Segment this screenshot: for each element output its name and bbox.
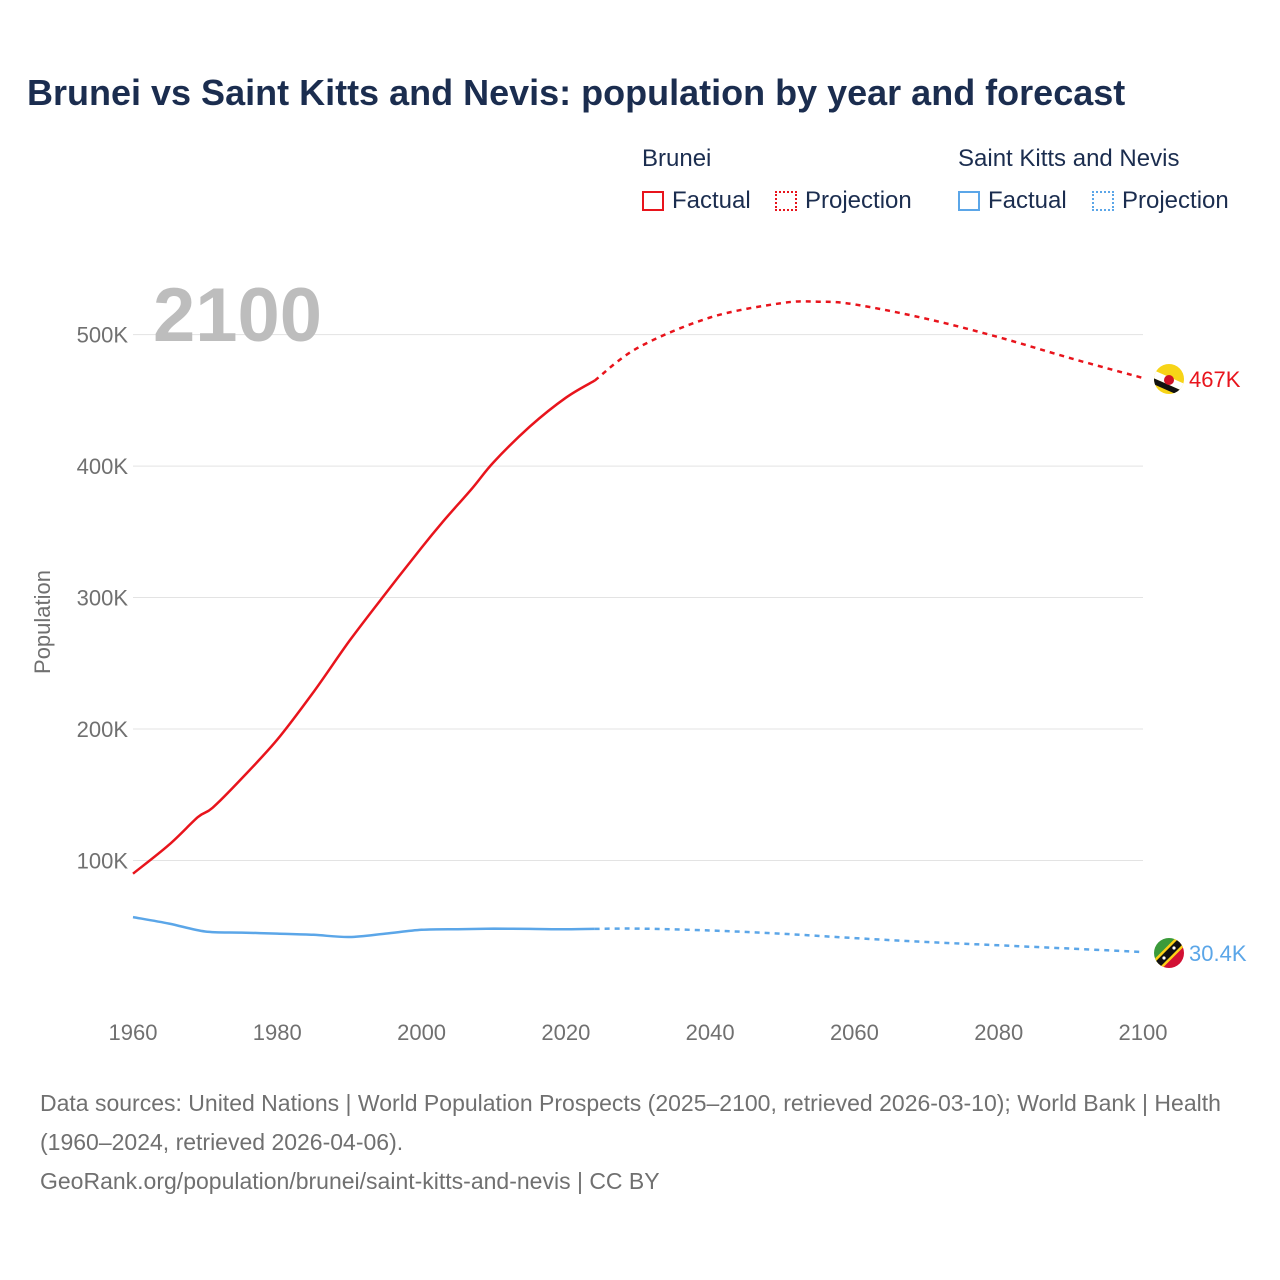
flag-brunei-icon bbox=[1154, 363, 1184, 394]
x-tick-label: 2020 bbox=[541, 1020, 590, 1045]
series-line-saint-kitts-and-nevis-factual bbox=[132, 915, 595, 939]
footer: Data sources: United Nations | World Pop… bbox=[40, 1084, 1240, 1201]
gridlines bbox=[133, 334, 1143, 862]
series-lines bbox=[132, 300, 1144, 954]
legend-item-saint-kitts-projection[interactable]: Projection bbox=[1092, 187, 1229, 215]
x-tick-label: 2100 bbox=[1119, 1020, 1168, 1045]
y-tick-label: 500K bbox=[77, 323, 129, 348]
y-axis-title: Population bbox=[30, 570, 55, 674]
legend-label: Projection bbox=[1122, 187, 1229, 214]
legend-group-title: Saint Kitts and Nevis bbox=[958, 145, 1180, 172]
line-chart: 100K 200K 300K 400K 500K 1960 1980 2000 2020 204… bbox=[30, 273, 1247, 1045]
x-tick-label: 2080 bbox=[974, 1020, 1023, 1045]
chart-title: Brunei vs Saint Kitts and Nevis: populat… bbox=[27, 72, 1126, 113]
data-sources: Data sources: United Nations | World Pop… bbox=[40, 1090, 1221, 1155]
legend-swatch-solid bbox=[642, 191, 664, 211]
y-tick-label: 200K bbox=[77, 717, 129, 742]
current-year-watermark: 2100 bbox=[153, 273, 322, 358]
y-tick-label: 300K bbox=[77, 586, 129, 611]
end-label-saint-kitts-and-nevis: 30.4K bbox=[1189, 941, 1247, 966]
legend-item-saint-kitts-factual[interactable]: Factual bbox=[958, 187, 1067, 215]
x-tick-label: 2060 bbox=[830, 1020, 879, 1045]
legend-swatch-dotted bbox=[775, 191, 797, 211]
end-label-brunei: 467K bbox=[1189, 367, 1241, 392]
end-flags bbox=[1154, 363, 1184, 969]
series-line-saint-kitts-and-nevis-projection bbox=[594, 927, 1144, 954]
legend-group-title: Brunei bbox=[642, 145, 712, 172]
x-tick-label: 2000 bbox=[397, 1020, 446, 1045]
series-line-brunei-factual bbox=[132, 379, 596, 875]
x-tick-label: 1960 bbox=[109, 1020, 158, 1045]
y-axis-ticks: 100K 200K 300K 400K 500K bbox=[77, 323, 129, 874]
y-tick-label: 400K bbox=[77, 454, 129, 479]
credit-link[interactable]: GeoRank.org/population/brunei/saint-kitt… bbox=[40, 1168, 660, 1194]
x-tick-label: 1980 bbox=[253, 1020, 302, 1045]
legend-item-brunei-projection[interactable]: Projection bbox=[775, 187, 912, 215]
legend-swatch-solid bbox=[958, 191, 980, 211]
end-labels: 467K 30.4K bbox=[1189, 367, 1247, 966]
legend-label: Factual bbox=[672, 187, 751, 214]
legend-swatch-dotted bbox=[1092, 191, 1114, 211]
series-line-brunei-projection bbox=[593, 300, 1144, 382]
legend-label: Projection bbox=[805, 187, 912, 214]
y-tick-label: 100K bbox=[77, 849, 129, 874]
x-axis-ticks: 1960 1980 2000 2020 2040 2060 2080 2100 bbox=[109, 1020, 1168, 1045]
legend-item-brunei-factual[interactable]: Factual bbox=[642, 187, 751, 215]
x-tick-label: 2040 bbox=[686, 1020, 735, 1045]
flag-saint-kitts-and-nevis-icon bbox=[1154, 938, 1184, 969]
legend-label: Factual bbox=[988, 187, 1067, 214]
